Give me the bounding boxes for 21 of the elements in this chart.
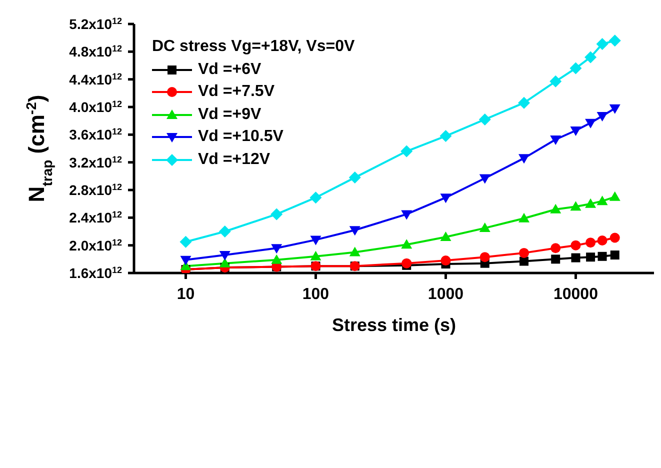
y-tick-label: 1.6x10$^{12}$ xyxy=(69,265,122,281)
y-tick-label: 5.2x10$^{12}$ xyxy=(69,16,122,32)
y-tick-label: 2.8x10$^{12}$ xyxy=(69,182,122,198)
y-tick-label: 4.8x10$^{12}$ xyxy=(69,44,122,60)
y-tick-label: 4.0x10$^{12}$ xyxy=(69,99,122,115)
y-tick-label: 4.4x10$^{12}$ xyxy=(69,71,122,88)
x-axis-title: Stress time (s) xyxy=(332,315,456,335)
y-tick-label: 2.0x10$^{12}$ xyxy=(69,237,122,254)
y-tick-label: 3.6x10$^{12}$ xyxy=(69,126,122,143)
x-tick-label: 100 xyxy=(302,286,330,303)
legend-label: Vd =+7.5V xyxy=(198,82,274,102)
legend-label: Vd =+10.5V xyxy=(198,127,284,147)
x-tick-label: 10000 xyxy=(553,286,598,303)
legend-label: Vd =+6V xyxy=(198,60,262,80)
legend-label: Vd =+9V xyxy=(198,104,262,124)
y-tick-label: 3.2x10$^{12}$ xyxy=(69,154,122,170)
y-tick-label: 2.4x10$^{12}$ xyxy=(69,210,122,226)
legend-label: Vd =+12V xyxy=(198,150,270,170)
x-tick-label: 10 xyxy=(176,286,195,303)
x-tick-label: 1000 xyxy=(428,286,464,303)
legend-title: DC stress Vg=+18V, Vs=0V xyxy=(152,37,356,57)
